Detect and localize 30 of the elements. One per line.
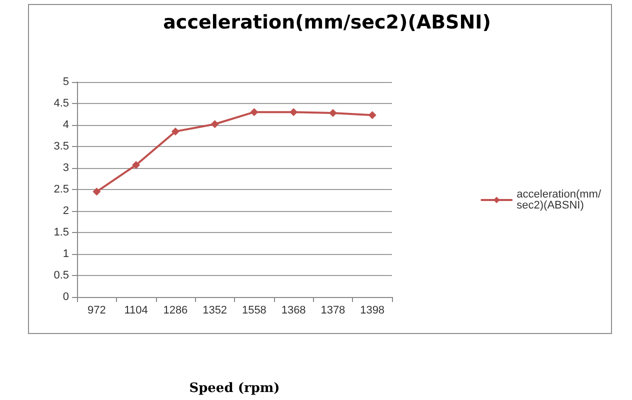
x-tick-label: 1368 bbox=[281, 304, 306, 316]
point bbox=[368, 111, 376, 120]
x-tick-label: 1558 bbox=[242, 304, 266, 316]
y-tick-label: 1.5 bbox=[54, 226, 69, 238]
chart-title: acceleration(mm/sec2)(ABSNI) bbox=[163, 12, 491, 34]
point bbox=[132, 160, 140, 169]
y-tick-label: 2 bbox=[62, 205, 69, 217]
point bbox=[210, 120, 219, 128]
legend-label: acceleration(mm/sec2)(ABSNI) bbox=[516, 188, 602, 212]
y-tick-label: 0 bbox=[62, 291, 69, 303]
x-tick-label: 1398 bbox=[360, 304, 385, 316]
y-tick-label: 4 bbox=[62, 119, 69, 131]
x-tick-label: 1378 bbox=[320, 304, 346, 316]
y-tick-label: 0.5 bbox=[54, 270, 69, 282]
x-tick-label: 1286 bbox=[163, 304, 188, 316]
point bbox=[290, 108, 298, 116]
y-tick-label: 1 bbox=[62, 248, 69, 260]
x-tick-label: 972 bbox=[88, 304, 106, 316]
point bbox=[92, 188, 101, 196]
x-tick-label: 1352 bbox=[202, 304, 228, 316]
y-tick-label: 2.5 bbox=[54, 184, 69, 196]
y-tick-label: 3.5 bbox=[54, 140, 69, 152]
y-tick-label: 5 bbox=[62, 76, 69, 88]
point bbox=[250, 108, 258, 116]
y-tick-label: 4.5 bbox=[54, 98, 69, 110]
y-tick-label: 3 bbox=[62, 162, 69, 174]
x-tick-label: 1104 bbox=[124, 304, 148, 316]
point bbox=[328, 108, 337, 117]
x-axis-title: Speed (rpm) bbox=[189, 381, 280, 396]
point bbox=[171, 127, 180, 136]
